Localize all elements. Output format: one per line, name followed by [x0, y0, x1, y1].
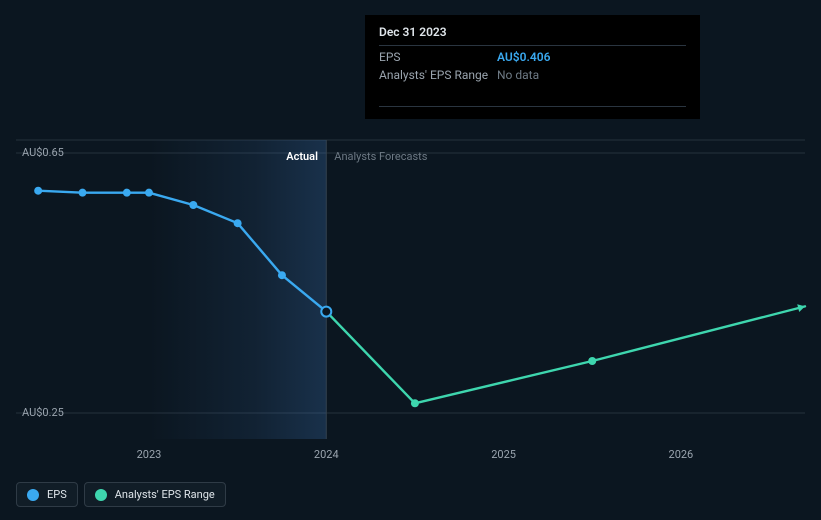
legend-swatch [95, 489, 107, 501]
legend: EPS Analysts' EPS Range [16, 482, 226, 507]
x-axis-label: 2026 [669, 448, 694, 461]
forecast-label: Analysts Forecasts [334, 150, 427, 163]
legend-item-range[interactable]: Analysts' EPS Range [84, 482, 226, 507]
chart-stage: Dec 31 2023 EPS AU$0.406 Analysts' EPS R… [0, 0, 821, 520]
chart-svg [16, 124, 805, 439]
y-axis-label: AU$0.25 [22, 406, 64, 419]
legend-label: Analysts' EPS Range [115, 488, 215, 501]
x-axis-label: 2024 [314, 448, 339, 461]
tooltip-key: Analysts' EPS Range [379, 68, 497, 82]
plot-area[interactable] [16, 124, 805, 439]
legend-swatch [27, 489, 39, 501]
tooltip-date: Dec 31 2023 [379, 25, 686, 46]
legend-item-eps[interactable]: EPS [16, 482, 78, 507]
tooltip-value: AU$0.406 [497, 50, 550, 64]
tooltip-value: No data [497, 68, 539, 82]
tooltip-key: EPS [379, 50, 497, 64]
tooltip-divider [379, 106, 686, 107]
legend-label: EPS [47, 488, 67, 501]
tooltip-row-range: Analysts' EPS Range No data [379, 64, 686, 82]
tooltip-row-eps: EPS AU$0.406 [379, 46, 686, 64]
y-axis-label: AU$0.65 [22, 146, 64, 159]
hover-tooltip: Dec 31 2023 EPS AU$0.406 Analysts' EPS R… [365, 15, 700, 119]
actual-label: Actual [286, 150, 318, 163]
x-axis: 2023 2024 2025 2026 [16, 448, 805, 464]
x-axis-label: 2023 [137, 448, 162, 461]
x-axis-label: 2025 [491, 448, 516, 461]
